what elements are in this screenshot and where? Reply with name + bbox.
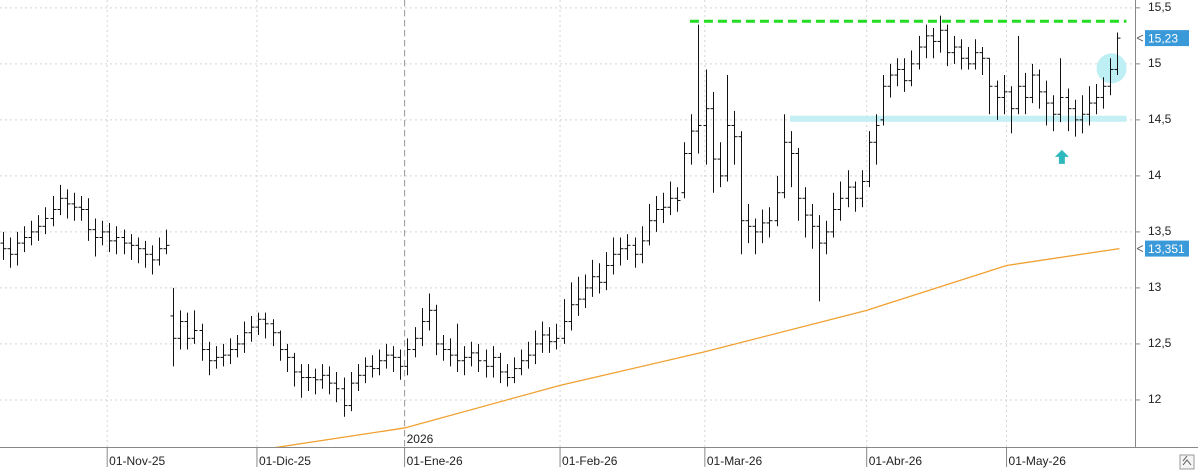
price-tag-pointer <box>1136 245 1144 253</box>
y-tick-label: 15 <box>1148 56 1162 70</box>
price-tag-pointer <box>1136 34 1144 42</box>
x-tick-label: 01-May-26 <box>1009 454 1067 468</box>
price-tag-label: 13,351 <box>1148 242 1185 256</box>
x-tick-label: 01-Abr-26 <box>869 454 923 468</box>
y-tick-label: 13 <box>1148 280 1162 294</box>
button-icon <box>1182 455 1192 466</box>
x-tick-label: 01-Dic-25 <box>259 454 311 468</box>
y-tick-label: 14,5 <box>1148 112 1172 126</box>
price-tag <box>1145 240 1189 257</box>
year-marker-label: 2026 <box>407 432 434 446</box>
y-tick-label: 12,5 <box>1148 336 1172 350</box>
x-tick-label: 01-Nov-25 <box>109 454 165 468</box>
x-tick-label: 01-Ene-26 <box>407 454 463 468</box>
plot-area <box>0 15 1127 447</box>
y-tick-label: 12 <box>1148 392 1162 406</box>
x-tick-label: 01-Mar-26 <box>707 454 763 468</box>
price-tag <box>1145 30 1189 47</box>
y-tick-label: 13,5 <box>1148 224 1172 238</box>
y-tick-label: 15,5 <box>1148 0 1172 14</box>
axes-layer: 12 12,5 13 13,5 14 14,5 15 15,5 01-Nov-25 01-Dic-… <box>106 0 1189 468</box>
scroll-button[interactable] <box>1179 454 1195 470</box>
button-frame[interactable] <box>1179 454 1195 470</box>
price-tag-label: 15,23 <box>1148 31 1178 45</box>
y-tick-label: 14 <box>1148 168 1162 182</box>
x-tick-label: 01-Feb-26 <box>562 454 618 468</box>
sma-line <box>274 247 1120 447</box>
highlight-circle <box>1096 53 1127 84</box>
arrow-marker <box>1054 149 1069 164</box>
